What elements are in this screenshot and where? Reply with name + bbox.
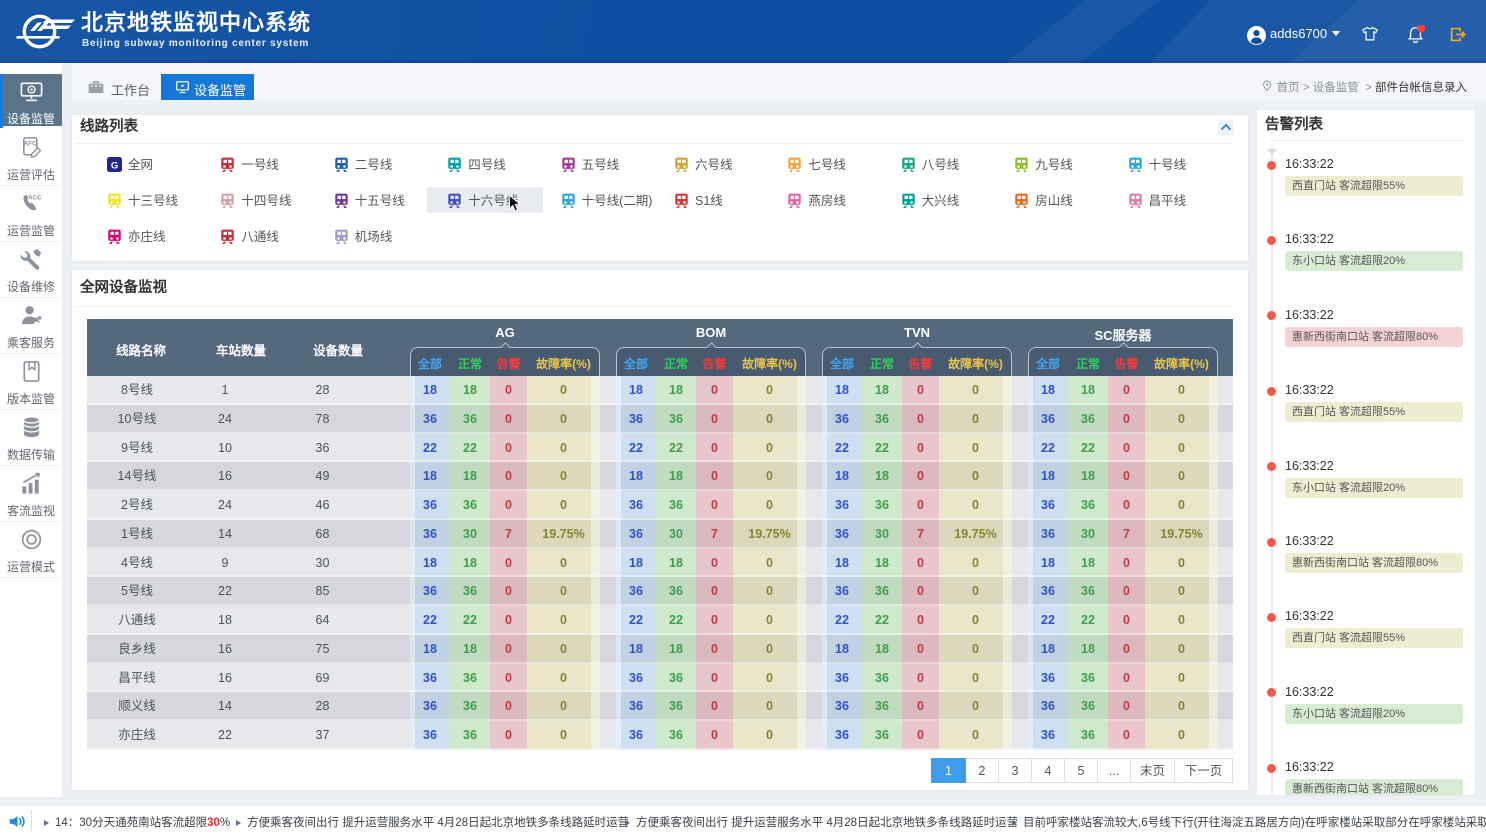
svg-text:AFC: AFC — [23, 141, 36, 148]
svg-text:ACC: ACC — [28, 195, 42, 202]
svg-text:G: G — [111, 160, 118, 171]
